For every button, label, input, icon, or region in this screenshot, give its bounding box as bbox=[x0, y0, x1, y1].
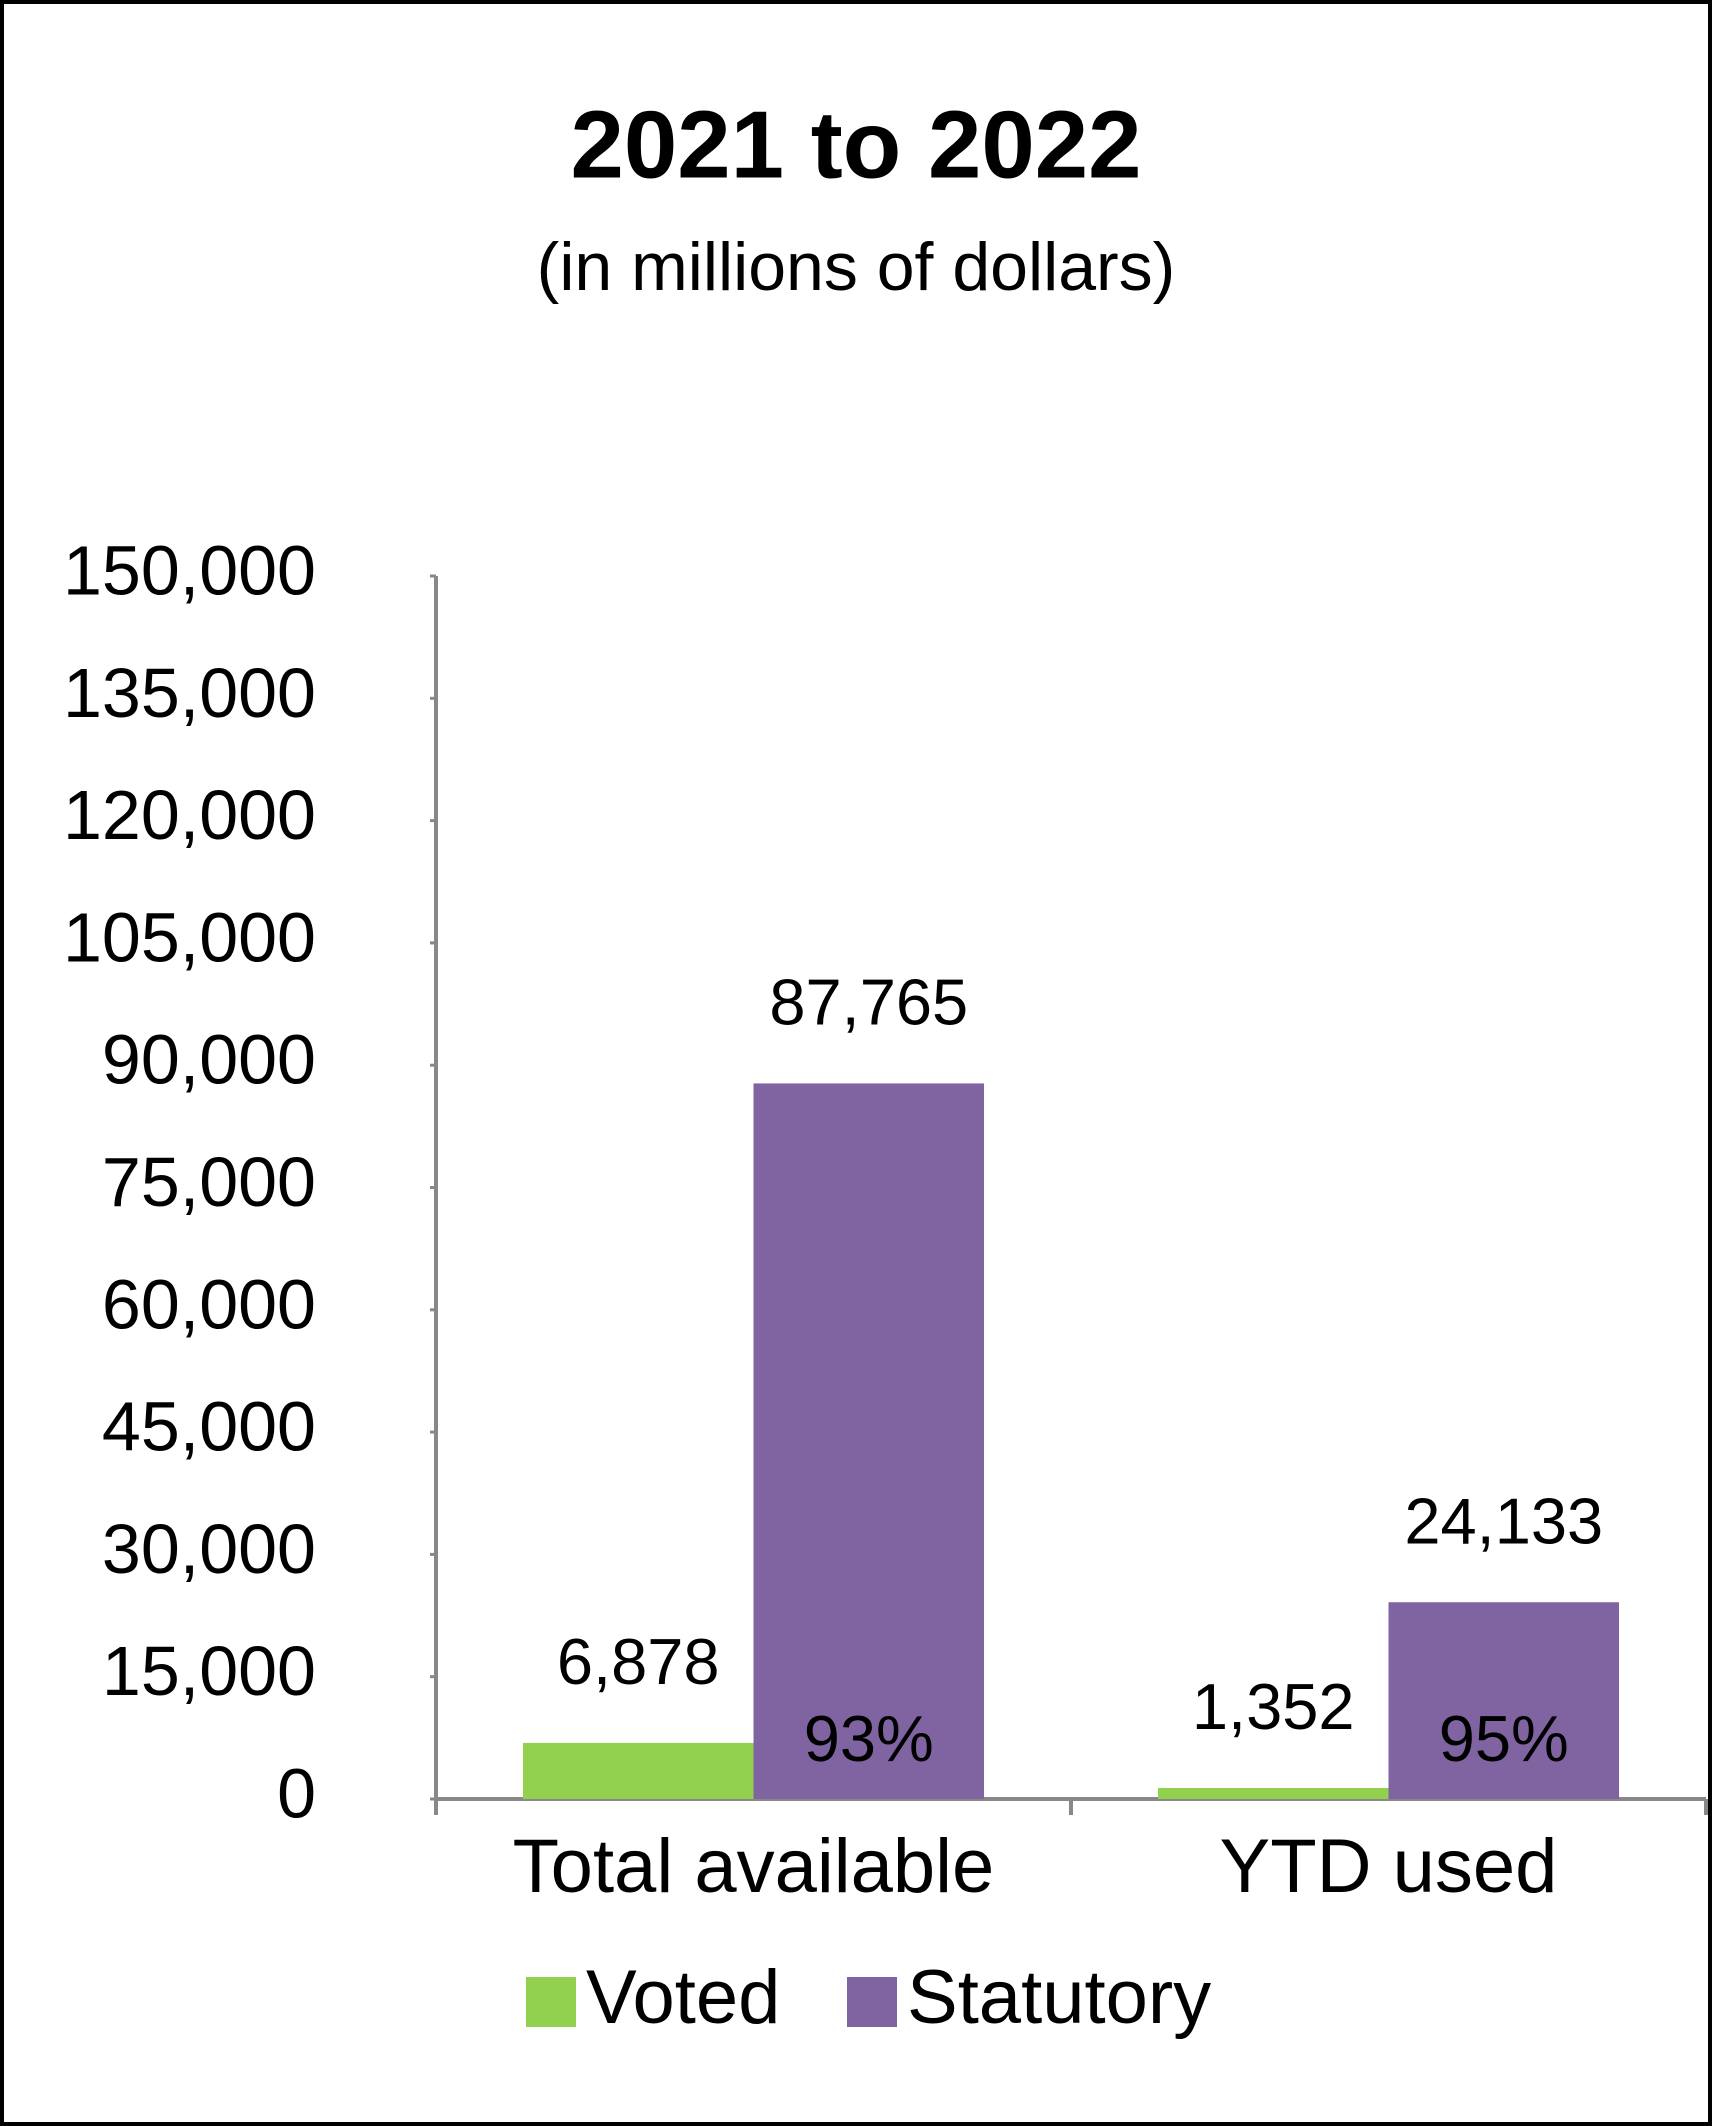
y-tick-label: 75,000 bbox=[102, 1143, 316, 1221]
bar bbox=[1157, 1787, 1389, 1799]
x-tick-label: Total available bbox=[513, 1824, 995, 1909]
x-tick-label: YTD used bbox=[1220, 1824, 1558, 1909]
value-label: 1,352 bbox=[1192, 1670, 1355, 1743]
legend-label: Voted bbox=[586, 1955, 780, 2040]
chart-subtitle: (in millions of dollars) bbox=[537, 229, 1176, 305]
chart-title: 2021 to 2022 bbox=[570, 91, 1141, 198]
legend-label: Statutory bbox=[907, 1955, 1211, 2040]
y-tick-label: 45,000 bbox=[102, 1388, 316, 1466]
y-tick-label: 120,000 bbox=[63, 776, 316, 854]
bar bbox=[753, 1083, 985, 1799]
y-tick-label: 150,000 bbox=[63, 531, 316, 609]
share-label: 95% bbox=[1439, 1702, 1569, 1775]
y-tick-label: 15,000 bbox=[102, 1632, 316, 1710]
legend-swatch bbox=[847, 1977, 897, 2027]
value-label: 24,133 bbox=[1404, 1484, 1603, 1557]
y-tick-label: 135,000 bbox=[63, 654, 316, 732]
share-label: 93% bbox=[804, 1702, 934, 1775]
legend-swatch bbox=[526, 1977, 576, 2027]
y-tick-label: 90,000 bbox=[102, 1021, 316, 1099]
bar bbox=[522, 1742, 754, 1799]
bar bbox=[1388, 1602, 1620, 1799]
y-tick-label: 105,000 bbox=[63, 898, 316, 976]
y-tick-label: 60,000 bbox=[102, 1265, 316, 1343]
value-label: 87,765 bbox=[769, 966, 968, 1039]
value-label: 6,878 bbox=[557, 1625, 720, 1698]
y-tick-label: 0 bbox=[277, 1754, 316, 1832]
y-tick-label: 30,000 bbox=[102, 1510, 316, 1588]
